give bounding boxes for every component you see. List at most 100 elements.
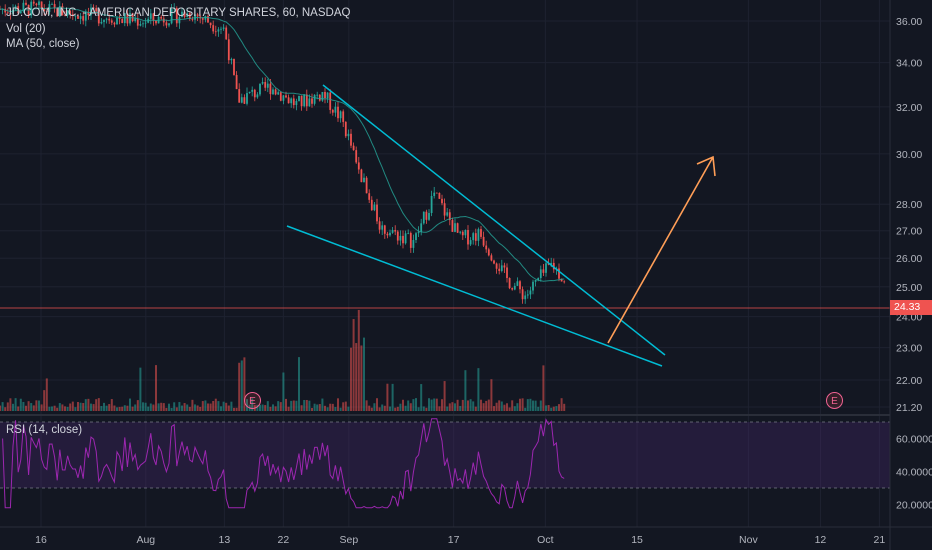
- volume-bar: [326, 407, 329, 411]
- volume-bar: [256, 404, 259, 411]
- candle: [407, 232, 410, 234]
- candle: [363, 177, 365, 183]
- volume-bar: [259, 404, 261, 411]
- volume-legend[interactable]: Vol (20): [6, 22, 46, 35]
- volume-bar: [308, 400, 311, 411]
- volume-bar: [95, 399, 98, 411]
- volume-bar: [186, 404, 189, 411]
- volume-bar: [4, 407, 7, 411]
- rsi-legend[interactable]: RSI (14, close): [6, 424, 83, 436]
- volume-bar: [51, 406, 53, 411]
- candle: [196, 14, 199, 17]
- candle: [87, 11, 90, 16]
- price-axis[interactable]: 36.00 34.00 32.00 30.00 28.00 27.00 26.00 25.00…: [896, 16, 922, 414]
- candle: [402, 235, 404, 244]
- candle: [339, 111, 342, 119]
- candle: [155, 20, 157, 24]
- volume-bar: [487, 399, 490, 411]
- rsi-axis[interactable]: 60.0000 40.0000 20.0000: [896, 434, 932, 512]
- volume-bar: [394, 407, 397, 411]
- candle: [394, 230, 397, 232]
- volume-bar: [508, 407, 511, 411]
- volume-bar: [506, 403, 508, 411]
- volume-bar: [220, 406, 222, 411]
- upper-trendline[interactable]: [322, 84, 666, 356]
- volume-bar: [188, 406, 191, 411]
- volume-bar: [238, 362, 241, 411]
- candle: [9, 13, 12, 15]
- candle: [188, 13, 191, 20]
- volume-bar: [412, 399, 415, 411]
- breakout-arrow[interactable]: [607, 155, 716, 344]
- volume-bar: [485, 400, 488, 411]
- candle: [448, 212, 451, 221]
- candle: [191, 19, 194, 20]
- candle: [227, 39, 230, 61]
- candle: [209, 22, 212, 26]
- candle: [415, 233, 417, 241]
- volume-bar: [25, 405, 27, 411]
- time-axis[interactable]: 16 Aug 13 22 Sep 17 Oct 15 Nov 12 21: [35, 534, 885, 546]
- volume-bar: [123, 405, 126, 411]
- candle: [139, 24, 142, 26]
- candle: [378, 221, 381, 230]
- volume-bar: [100, 405, 103, 411]
- candle: [503, 265, 506, 268]
- candle: [542, 269, 545, 273]
- time-tick-label: Nov: [739, 534, 758, 546]
- volume-bar: [313, 403, 316, 411]
- candle: [168, 23, 170, 26]
- candle: [100, 22, 103, 24]
- lower-trendline[interactable]: [286, 225, 663, 367]
- volume-bar: [467, 400, 469, 411]
- candle: [425, 211, 428, 220]
- candle: [318, 94, 321, 101]
- volume-bar: [545, 405, 547, 411]
- candle: [454, 223, 456, 232]
- volume-bar: [378, 407, 381, 411]
- volume-bar: [233, 407, 235, 411]
- chart-legend: JD.COM, INC. - AMERICAN DEPOSITARY SHARE…: [6, 6, 350, 53]
- symbol-title[interactable]: JD.COM, INC. - AMERICAN DEPOSITARY SHARE…: [6, 7, 351, 19]
- rsi-tick-label: 40.0000: [896, 467, 932, 479]
- volume-bar: [110, 399, 113, 411]
- candle: [461, 231, 464, 236]
- candle: [160, 16, 163, 19]
- volume-bar: [207, 403, 209, 411]
- volume-bar: [370, 407, 373, 411]
- candle: [342, 111, 345, 122]
- candle: [123, 13, 126, 24]
- candle: [287, 97, 290, 104]
- volume-bar: [420, 384, 423, 411]
- candle: [399, 235, 402, 241]
- ma-legend[interactable]: MA (50, close): [6, 38, 80, 50]
- candle: [516, 281, 519, 286]
- candle: [126, 13, 129, 24]
- candle: [4, 8, 7, 13]
- volume-bar: [295, 400, 298, 411]
- volume-bar: [438, 406, 441, 411]
- candle: [264, 82, 267, 88]
- candle: [435, 192, 438, 194]
- rsi-tick-label: 60.0000: [896, 434, 932, 446]
- candle: [469, 240, 472, 245]
- candle: [256, 94, 259, 98]
- volume-bar: [464, 370, 467, 411]
- earnings-marker[interactable]: E: [244, 392, 261, 409]
- earnings-marker-upcoming[interactable]: E: [826, 392, 843, 409]
- candle: [532, 281, 534, 291]
- volume-bar: [212, 400, 215, 411]
- volume-bar: [264, 405, 267, 411]
- candle: [266, 83, 269, 88]
- candle: [355, 150, 358, 163]
- candle: [409, 232, 412, 248]
- volume-bar: [425, 407, 428, 411]
- volume-bar: [152, 404, 155, 411]
- volume-bar: [402, 399, 404, 411]
- time-tick-label: 13: [219, 534, 231, 546]
- candle: [173, 8, 176, 10]
- candle: [404, 233, 407, 244]
- volume-bar: [555, 406, 558, 411]
- volume-bar: [183, 403, 186, 411]
